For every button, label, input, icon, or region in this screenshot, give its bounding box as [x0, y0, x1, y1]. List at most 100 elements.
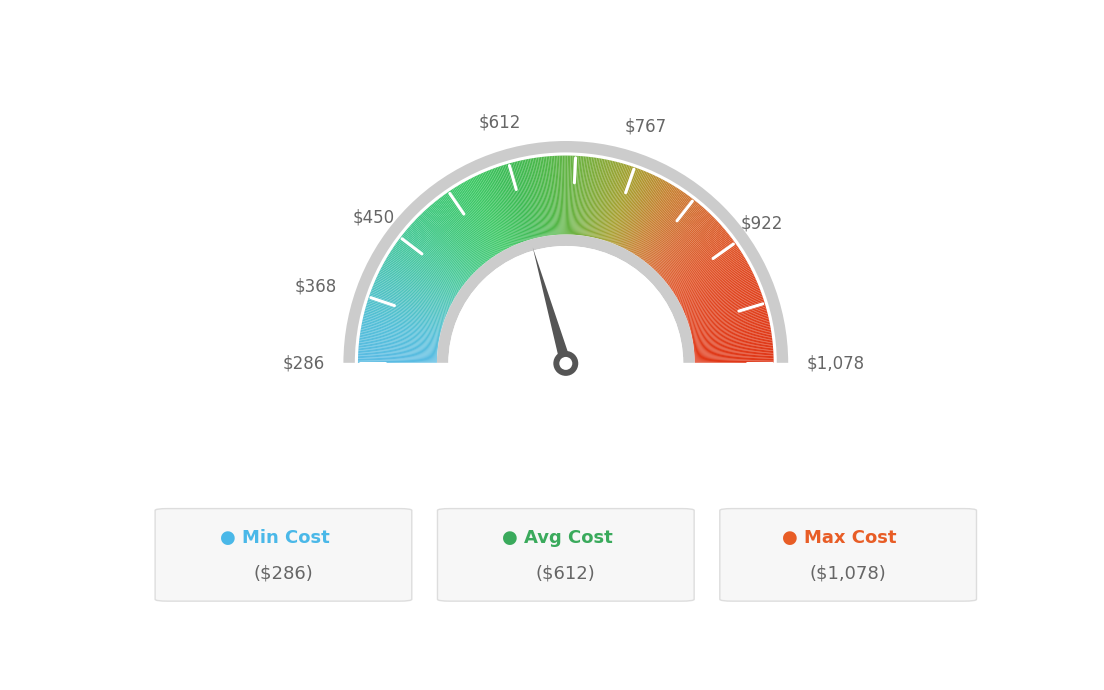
Wedge shape — [455, 187, 498, 255]
Wedge shape — [609, 168, 638, 242]
Wedge shape — [644, 197, 692, 261]
Wedge shape — [421, 213, 477, 271]
Wedge shape — [681, 269, 752, 306]
Wedge shape — [694, 347, 773, 354]
Wedge shape — [658, 217, 715, 274]
Wedge shape — [512, 162, 533, 239]
Wedge shape — [428, 206, 481, 267]
Wedge shape — [651, 208, 704, 268]
Wedge shape — [637, 190, 682, 257]
Wedge shape — [465, 181, 503, 251]
Wedge shape — [658, 219, 716, 275]
Text: $368: $368 — [295, 277, 338, 295]
Circle shape — [553, 351, 578, 376]
Wedge shape — [423, 212, 478, 270]
Wedge shape — [633, 186, 675, 253]
Wedge shape — [629, 183, 670, 252]
Wedge shape — [661, 225, 722, 278]
Wedge shape — [672, 245, 737, 291]
Wedge shape — [359, 348, 437, 355]
Wedge shape — [544, 157, 554, 235]
Text: $612: $612 — [478, 114, 521, 132]
Wedge shape — [511, 162, 533, 239]
Wedge shape — [360, 333, 438, 345]
Wedge shape — [453, 188, 497, 255]
Wedge shape — [358, 360, 437, 362]
Wedge shape — [361, 329, 438, 343]
Wedge shape — [402, 235, 465, 284]
Wedge shape — [631, 184, 673, 253]
Wedge shape — [488, 170, 519, 244]
Wedge shape — [673, 248, 740, 293]
Wedge shape — [411, 224, 470, 277]
Wedge shape — [691, 315, 768, 335]
Wedge shape — [598, 162, 619, 239]
Wedge shape — [620, 175, 656, 247]
Wedge shape — [654, 212, 709, 270]
Wedge shape — [668, 237, 732, 286]
Wedge shape — [429, 206, 482, 266]
Wedge shape — [648, 204, 700, 265]
Wedge shape — [628, 181, 667, 251]
Wedge shape — [650, 206, 703, 267]
Wedge shape — [360, 331, 438, 344]
Wedge shape — [375, 278, 448, 311]
Wedge shape — [381, 268, 452, 305]
FancyBboxPatch shape — [155, 509, 412, 601]
Wedge shape — [593, 160, 612, 237]
Wedge shape — [578, 157, 588, 235]
Wedge shape — [436, 200, 486, 263]
Wedge shape — [670, 243, 736, 289]
Wedge shape — [693, 336, 772, 347]
Wedge shape — [359, 351, 437, 356]
Wedge shape — [518, 161, 537, 238]
Wedge shape — [378, 275, 449, 309]
Wedge shape — [595, 161, 614, 238]
Text: $450: $450 — [353, 208, 395, 226]
Wedge shape — [571, 156, 575, 235]
Wedge shape — [413, 221, 471, 276]
Wedge shape — [383, 264, 453, 302]
Wedge shape — [563, 155, 565, 235]
Wedge shape — [361, 328, 439, 342]
Wedge shape — [410, 225, 470, 278]
Wedge shape — [501, 165, 527, 241]
Wedge shape — [686, 287, 760, 317]
Wedge shape — [382, 265, 453, 303]
Wedge shape — [499, 166, 526, 242]
Wedge shape — [687, 291, 762, 319]
Wedge shape — [691, 312, 767, 333]
Wedge shape — [614, 170, 646, 244]
Wedge shape — [379, 272, 450, 308]
Wedge shape — [577, 157, 585, 235]
Wedge shape — [693, 333, 772, 345]
Wedge shape — [683, 278, 756, 311]
Wedge shape — [379, 270, 450, 307]
Wedge shape — [386, 256, 455, 298]
Wedge shape — [551, 156, 558, 235]
Wedge shape — [438, 198, 488, 262]
Wedge shape — [564, 155, 566, 235]
Text: ● Min Cost: ● Min Cost — [220, 529, 330, 546]
Wedge shape — [369, 295, 444, 322]
Wedge shape — [681, 270, 753, 307]
Wedge shape — [641, 195, 689, 259]
Wedge shape — [519, 161, 538, 238]
Wedge shape — [594, 161, 613, 238]
Wedge shape — [613, 170, 643, 244]
Wedge shape — [643, 196, 691, 260]
Wedge shape — [449, 190, 495, 257]
Wedge shape — [371, 288, 446, 318]
Wedge shape — [666, 232, 728, 283]
Wedge shape — [617, 172, 650, 246]
Wedge shape — [694, 357, 774, 360]
Wedge shape — [425, 210, 479, 269]
Wedge shape — [381, 266, 452, 304]
Wedge shape — [613, 170, 644, 244]
Wedge shape — [526, 159, 542, 237]
Wedge shape — [362, 318, 440, 336]
Wedge shape — [433, 202, 485, 264]
Wedge shape — [636, 189, 680, 256]
Wedge shape — [671, 244, 736, 290]
Wedge shape — [358, 355, 437, 359]
